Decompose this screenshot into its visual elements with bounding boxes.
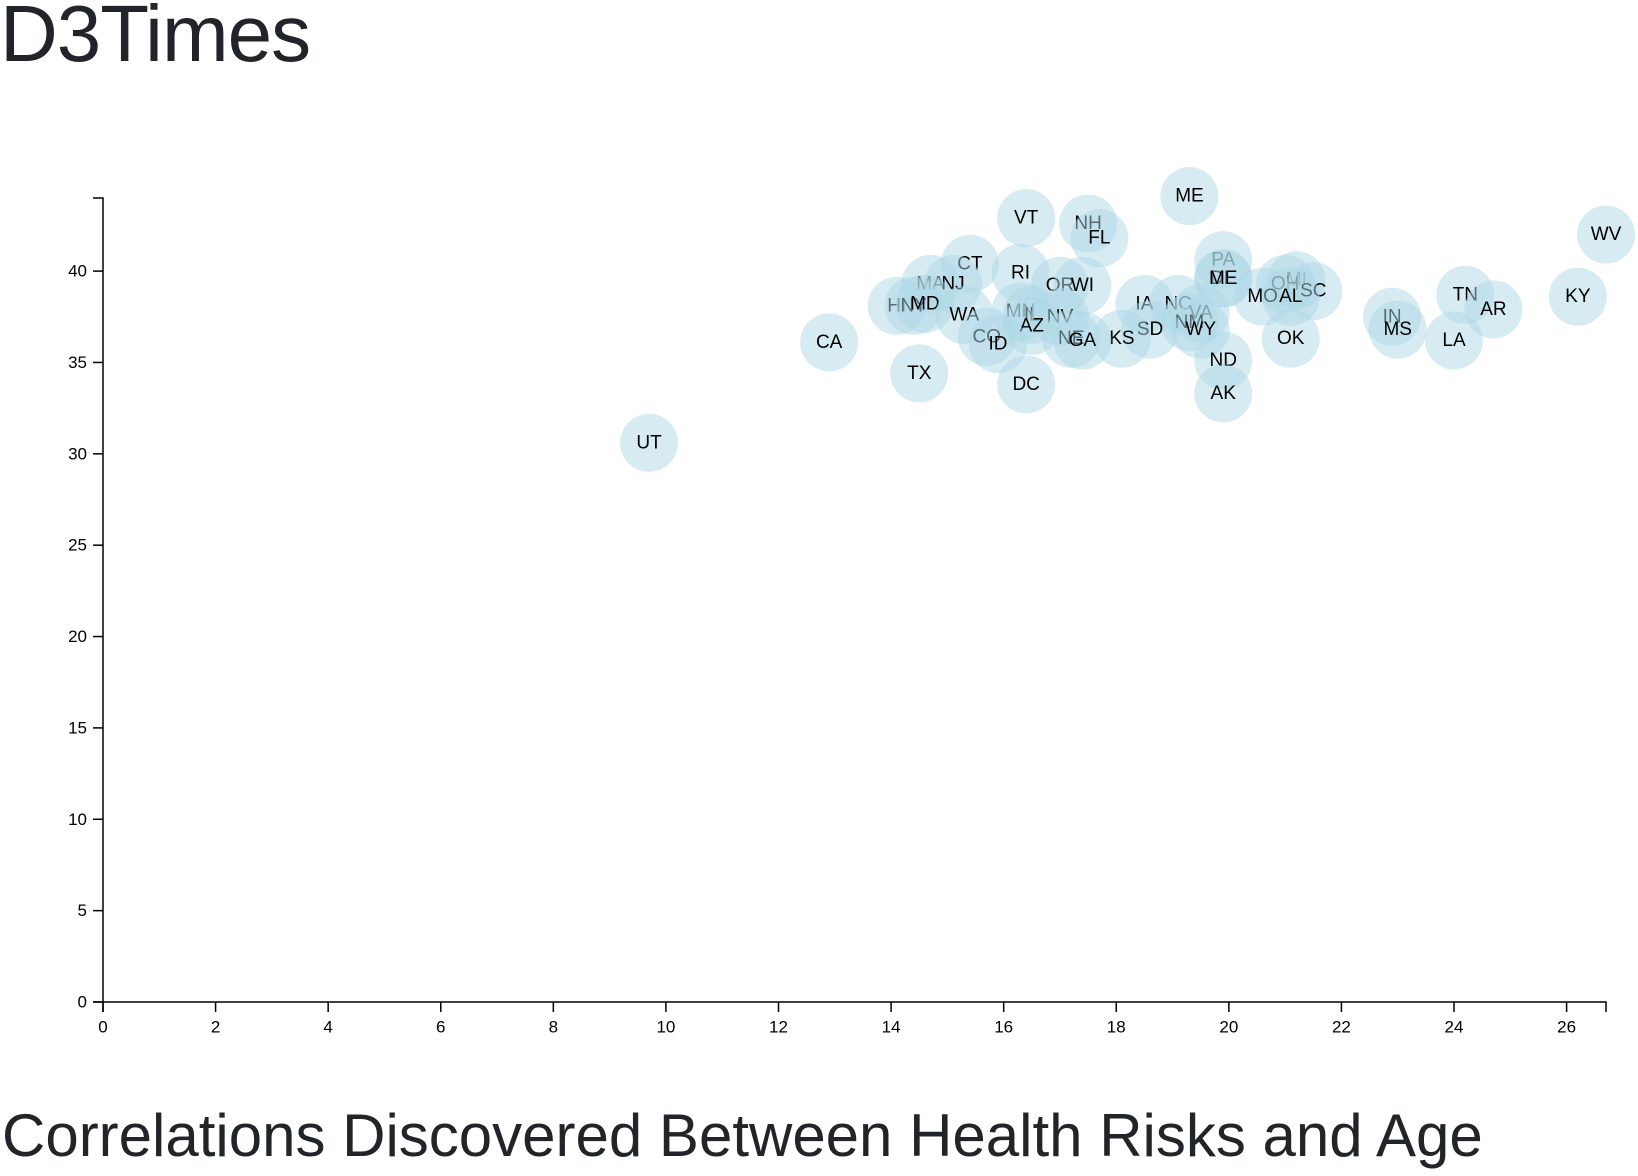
x-tick-label: 10 (656, 1018, 675, 1037)
state-point: CA (800, 313, 859, 372)
state-label: OK (1277, 328, 1305, 349)
state-label: MS (1383, 319, 1412, 340)
state-label: ME (1209, 268, 1238, 289)
state-point: ID (969, 315, 1028, 374)
state-circle (997, 189, 1056, 248)
state-label: KS (1109, 328, 1134, 349)
x-tick-label: 8 (549, 1018, 558, 1037)
page-heading: Correlations Discovered Between Health R… (2, 1102, 1483, 1169)
x-axis: 0 2 4 6 8 10 12 14 16 18 20 22 24 26 (98, 1001, 1607, 1037)
state-circle (1261, 309, 1320, 368)
state-label: FL (1088, 228, 1110, 249)
state-circle (1577, 205, 1635, 264)
state-circle (1425, 311, 1484, 370)
state-circle (1464, 280, 1523, 339)
x-tick-label: 22 (1332, 1018, 1351, 1037)
brand-title: D3Times (0, 0, 311, 78)
y-tick-label: 10 (68, 810, 87, 829)
state-circle (969, 315, 1028, 374)
x-tick-label: 6 (436, 1018, 445, 1037)
state-circle (1368, 300, 1427, 359)
data-points: MEVTNHWVFLCTPADEMERIMIMANJOHORWISCMOALTN… (620, 167, 1635, 472)
state-point: FL (1070, 209, 1129, 268)
state-point: DC (997, 355, 1056, 414)
y-tick-label: 20 (68, 627, 87, 646)
state-label: AK (1211, 383, 1237, 404)
state-point: ME (1160, 167, 1219, 226)
y-axis-line (93, 197, 104, 1003)
state-label: GA (1069, 330, 1097, 351)
x-tick-label: 4 (323, 1018, 332, 1037)
state-label: KY (1565, 286, 1591, 307)
state-label: VT (1014, 208, 1039, 229)
state-label: WY (1185, 319, 1216, 340)
state-circle (1053, 311, 1112, 370)
x-tick-label: 18 (1107, 1018, 1126, 1037)
state-point: KY (1548, 267, 1607, 326)
x-tick-label: 26 (1557, 1018, 1576, 1037)
state-circle (1194, 364, 1253, 423)
y-tick-label: 30 (68, 444, 87, 463)
state-label: AZ (1020, 315, 1045, 336)
y-tick-label: 40 (68, 262, 87, 281)
state-label: UT (636, 432, 662, 453)
y-tick-label: 15 (68, 718, 87, 737)
state-label: MD (910, 293, 940, 314)
y-tick-label: 25 (68, 536, 87, 555)
state-point: VT (997, 189, 1056, 248)
state-circle (997, 355, 1056, 414)
x-tick-label: 2 (211, 1018, 220, 1037)
state-circle (1261, 267, 1320, 326)
x-tick-label: 12 (769, 1018, 788, 1037)
y-tick-label: 5 (78, 901, 87, 920)
state-label: CA (816, 332, 843, 353)
state-point: UT (620, 413, 679, 472)
state-label: ID (989, 334, 1008, 355)
state-label: AR (1480, 299, 1506, 320)
state-point: AK (1194, 364, 1253, 423)
state-point: AR (1464, 280, 1523, 339)
state-label: DC (1012, 374, 1039, 395)
x-tick-label: 20 (1219, 1018, 1238, 1037)
state-point: WV (1577, 205, 1635, 264)
state-point: MS (1368, 300, 1427, 359)
state-label: AL (1279, 286, 1302, 307)
state-point: OK (1261, 309, 1320, 368)
x-tick-label: 14 (882, 1018, 901, 1037)
state-circle (620, 413, 679, 472)
state-circle (1548, 267, 1607, 326)
state-label: TX (907, 363, 932, 384)
x-tick-label: 16 (994, 1018, 1013, 1037)
y-axis: 0 5 10 15 20 25 30 35 40 (68, 197, 104, 1012)
state-label: LA (1442, 330, 1466, 351)
scatter-chart: 0 5 10 15 20 25 30 35 40 0 2 4 6 8 10 12 14 16 18 20 22 24 26… (0, 150, 1638, 1060)
state-circle (890, 344, 949, 403)
y-tick-label: 35 (68, 353, 87, 372)
state-label: RI (1011, 262, 1030, 283)
state-circle (1070, 209, 1129, 268)
state-point: TX (890, 344, 949, 403)
x-tick-label: 0 (98, 1018, 107, 1037)
state-point: AL (1261, 267, 1320, 326)
state-label: WI (1071, 275, 1094, 296)
state-circle (800, 313, 859, 372)
state-label: ME (1175, 186, 1204, 207)
state-point: GA (1053, 311, 1112, 370)
y-tick-label: 0 (78, 993, 87, 1012)
state-point: LA (1425, 311, 1484, 370)
x-tick-label: 24 (1445, 1018, 1464, 1037)
state-circle (1160, 167, 1219, 226)
state-label: WV (1591, 224, 1622, 245)
